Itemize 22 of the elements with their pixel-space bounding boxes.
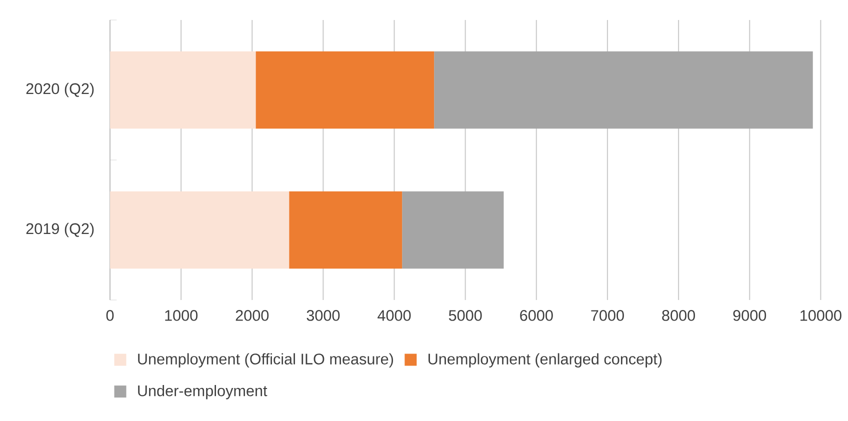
x-tick-label: 6000 xyxy=(520,310,553,321)
x-tick-label: 1000 xyxy=(165,310,198,321)
x-tick-label: 7000 xyxy=(591,310,624,321)
bar xyxy=(110,51,256,129)
x-tick-label: 9000 xyxy=(733,310,766,321)
bar xyxy=(110,191,290,269)
legend-label: Under-employment xyxy=(138,384,268,400)
x-tick-label: 4000 xyxy=(378,310,411,321)
x-tick-label: 8000 xyxy=(662,310,695,321)
x-tick-label: 2000 xyxy=(236,310,269,321)
legend-label: Unemployment (enlarged concept) xyxy=(428,353,662,368)
x-tick-label: 0 xyxy=(106,310,114,321)
legend-label: Unemployment (Official ILO measure) xyxy=(138,353,394,368)
bar xyxy=(434,51,813,129)
y-tick-label: 2020 (Q2) xyxy=(26,82,94,98)
x-tick-label: 3000 xyxy=(306,310,340,321)
y-tick-label: 2019 (Q2) xyxy=(26,222,94,238)
bar xyxy=(289,191,402,269)
bar xyxy=(256,51,434,129)
bar xyxy=(402,191,504,269)
x-tick-label: 5000 xyxy=(448,310,482,321)
x-tick-label: 10000 xyxy=(800,310,842,321)
